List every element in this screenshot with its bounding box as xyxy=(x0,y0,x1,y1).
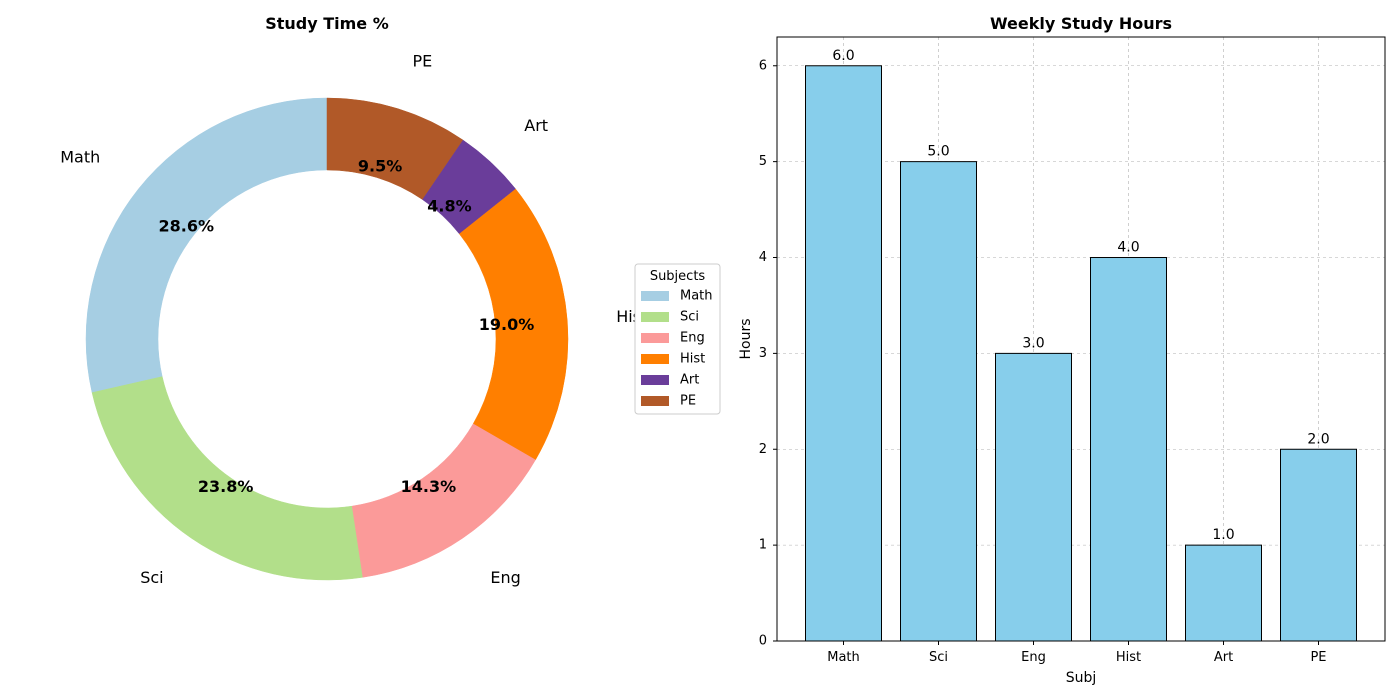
legend-swatch-art xyxy=(641,375,669,385)
legend-swatch-math xyxy=(641,291,669,301)
y-tick-label: 6 xyxy=(759,58,767,73)
bars xyxy=(805,65,1357,642)
x-tick-label-eng: Eng xyxy=(1021,650,1046,665)
pie-slices xyxy=(85,97,569,581)
y-tick-label: 2 xyxy=(759,442,767,457)
pie-slice-eng xyxy=(351,423,537,578)
bar-value-labels: 6.0 5.0 3.0 4.0 1.0 2.0 xyxy=(832,48,1329,543)
pie-slice-pe xyxy=(326,97,464,200)
bar-math xyxy=(805,65,882,642)
bar-chart-title: Weekly Study Hours xyxy=(990,14,1172,33)
y-tick-label: 4 xyxy=(759,250,767,265)
x-tick-label-sci: Sci xyxy=(929,650,948,665)
legend-label-art: Art xyxy=(680,373,699,388)
legend-swatch-pe xyxy=(641,396,669,406)
pie-label-math: Math xyxy=(60,148,100,167)
pie-slice-math xyxy=(85,97,328,393)
legend-entries: Math Sci Eng Hist Art PE xyxy=(641,289,713,409)
pie-percent-labels: 28.6% 23.8% 14.3% 19.0% 4.8% 9.5% xyxy=(159,156,535,496)
legend-swatch-hist xyxy=(641,354,669,364)
legend-title: Subjects xyxy=(650,269,706,284)
x-tick-label-pe: PE xyxy=(1310,650,1326,665)
legend-label-hist: Hist xyxy=(680,352,705,367)
legend-label-math: Math xyxy=(680,289,713,304)
pie-label-pe: PE xyxy=(412,51,432,70)
x-tick-label-art: Art xyxy=(1214,650,1233,665)
bar-pe xyxy=(1280,448,1357,642)
pie-percent-pe: 9.5% xyxy=(358,156,402,175)
x-axis-label: Subj xyxy=(1066,670,1097,686)
pie-label-sci: Sci xyxy=(140,568,163,587)
legend-label-pe: PE xyxy=(680,394,696,409)
pie-percent-hist: 19.0% xyxy=(479,315,535,334)
bar-value-math: 6.0 xyxy=(832,48,854,64)
bar-hist xyxy=(1090,257,1167,642)
legend-label-eng: Eng xyxy=(680,331,705,346)
pie-label-art: Art xyxy=(524,116,548,135)
x-tick-label-hist: Hist xyxy=(1116,650,1141,665)
y-tick-label: 1 xyxy=(759,538,767,553)
bar-value-eng: 3.0 xyxy=(1022,335,1044,351)
pie-chart-title: Study Time % xyxy=(265,14,389,33)
bar-sci xyxy=(900,161,977,642)
pie-slice-sci xyxy=(91,376,364,581)
legend-swatch-eng xyxy=(641,333,669,343)
x-tick-label-math: Math xyxy=(827,650,860,665)
pie-percent-math: 28.6% xyxy=(159,216,215,235)
y-tick-label: 5 xyxy=(759,154,767,169)
plot-frame xyxy=(776,36,1386,642)
bar-art xyxy=(1185,544,1262,642)
weekly-study-hours-bar-chart: Weekly Study Hours 6.0 5.0 3.0 4.0 1.0 2.0 0 1… xyxy=(738,14,1386,686)
y-tick-label: 3 xyxy=(759,346,767,361)
bar-eng xyxy=(995,352,1072,642)
legend: Subjects Math Sci Eng Hist Art PE xyxy=(634,263,721,415)
legend-label-sci: Sci xyxy=(680,310,699,325)
bar-value-pe: 2.0 xyxy=(1307,431,1329,447)
y-axis-label: Hours xyxy=(738,318,754,359)
pie-percent-art: 4.8% xyxy=(427,197,471,216)
y-axis-ticks: 0 1 2 3 4 5 6 xyxy=(759,58,777,649)
pie-percent-eng: 14.3% xyxy=(401,477,457,496)
pie-label-eng: Eng xyxy=(490,568,520,587)
bar-value-sci: 5.0 xyxy=(927,144,949,160)
x-axis-ticks: Math Sci Eng Hist Art PE xyxy=(827,641,1327,665)
bar-value-hist: 4.0 xyxy=(1117,240,1139,256)
pie-slice-hist xyxy=(458,188,569,460)
y-tick-label: 0 xyxy=(759,634,767,649)
bar-value-art: 1.0 xyxy=(1212,527,1234,543)
legend-swatch-sci xyxy=(641,312,669,322)
pie-percent-sci: 23.8% xyxy=(198,477,254,496)
